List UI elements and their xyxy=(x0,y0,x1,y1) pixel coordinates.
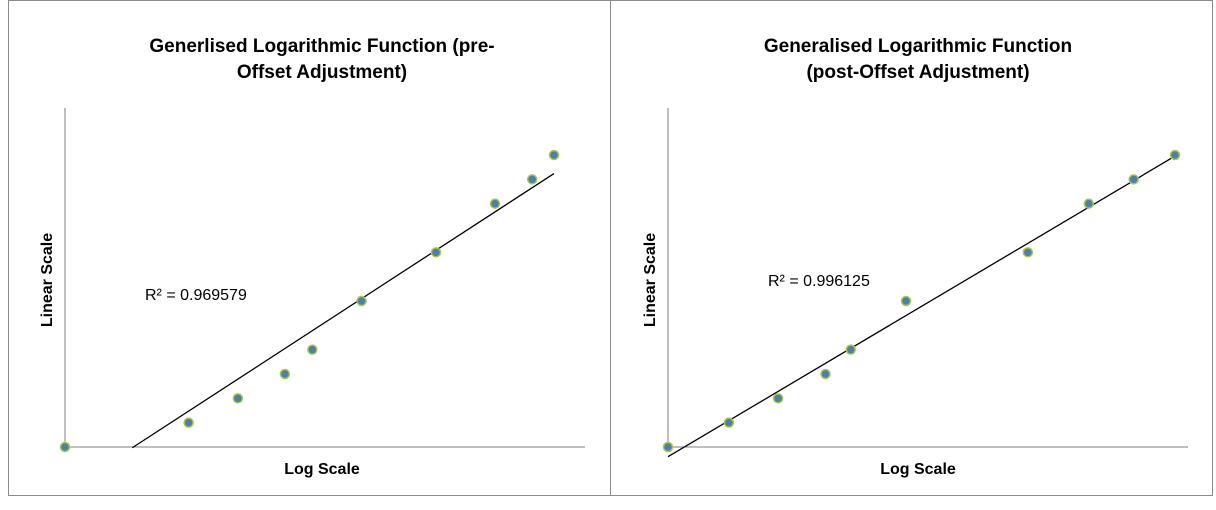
right-chart-title-line-1: Generalised Logarithmic Function xyxy=(764,36,1072,57)
right-chart-marks xyxy=(662,149,1181,458)
left-data-point xyxy=(232,393,244,404)
right-data-point xyxy=(1169,149,1181,161)
right-data-point xyxy=(1128,174,1139,185)
left-chart-title-line-1: Generlised Logarithmic Function (pre- xyxy=(149,36,494,57)
left-data-point xyxy=(183,417,194,428)
left-chart-marks xyxy=(59,149,560,453)
left-data-point xyxy=(279,368,291,380)
left-chart-title-line-2: Offset Adjustment) xyxy=(237,62,407,83)
right-x-axis-label: Log Scale xyxy=(880,461,956,478)
left-x-axis-label: Log Scale xyxy=(284,461,360,478)
right-data-point xyxy=(723,417,735,428)
left-data-point xyxy=(430,247,442,258)
right-data-point xyxy=(662,441,674,453)
left-trendline xyxy=(131,172,555,449)
right-chart-title-line-2: (post-Offset Adjustment) xyxy=(806,62,1029,83)
right-r-squared-annotation: R² = 0.996125 xyxy=(768,273,870,290)
right-data-point xyxy=(1083,198,1095,209)
right-chart-frame xyxy=(610,0,1213,496)
right-data-point xyxy=(772,393,784,404)
right-data-point xyxy=(900,295,912,307)
right-chart: Generalised Logarithmic Function (post-O… xyxy=(642,36,1188,478)
left-data-point xyxy=(59,441,71,453)
left-r-squared-annotation: R² = 0.969579 xyxy=(145,287,247,304)
right-data-point xyxy=(845,344,857,355)
right-data-point xyxy=(1022,247,1034,258)
left-data-point xyxy=(356,295,367,307)
right-data-point xyxy=(820,368,831,380)
left-data-point xyxy=(307,344,318,355)
left-data-point xyxy=(489,198,501,209)
left-y-axis-label: Linear Scale xyxy=(39,233,56,327)
right-y-axis-label: Linear Scale xyxy=(642,233,659,327)
left-chart: Generlised Logarithmic Function (pre- Of… xyxy=(39,36,585,478)
left-data-point xyxy=(548,149,560,161)
left-data-point xyxy=(526,174,538,185)
left-chart-frame xyxy=(8,0,611,496)
